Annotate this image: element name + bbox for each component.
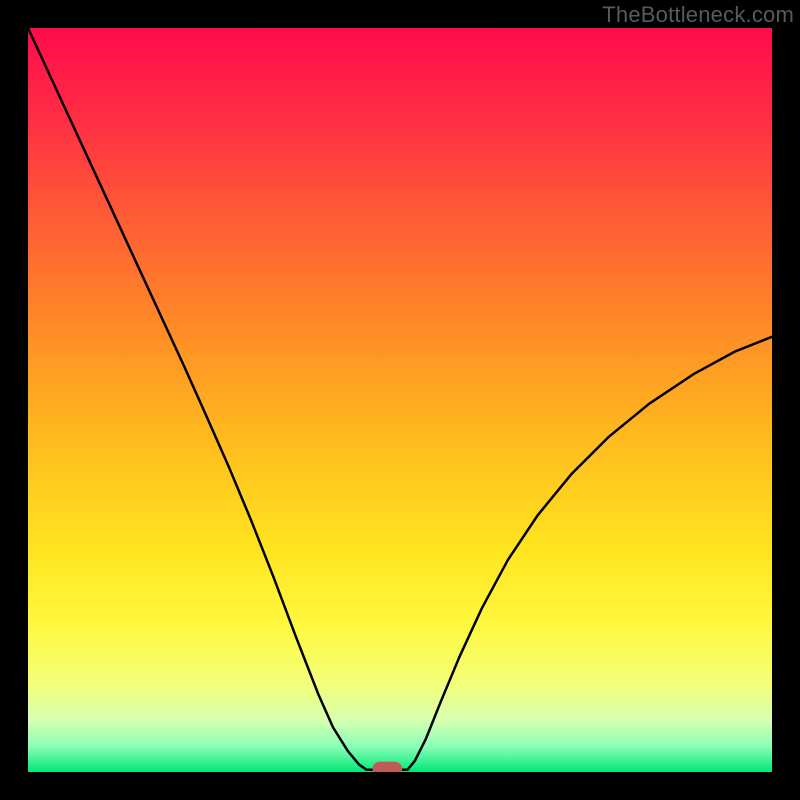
watermark-label: TheBottleneck.com (602, 2, 794, 28)
bottleneck-chart-svg (28, 28, 772, 772)
plot-background (28, 28, 772, 772)
chart-stage: TheBottleneck.com (0, 0, 800, 800)
optimal-point-marker (372, 762, 402, 772)
plot-area (28, 28, 772, 772)
